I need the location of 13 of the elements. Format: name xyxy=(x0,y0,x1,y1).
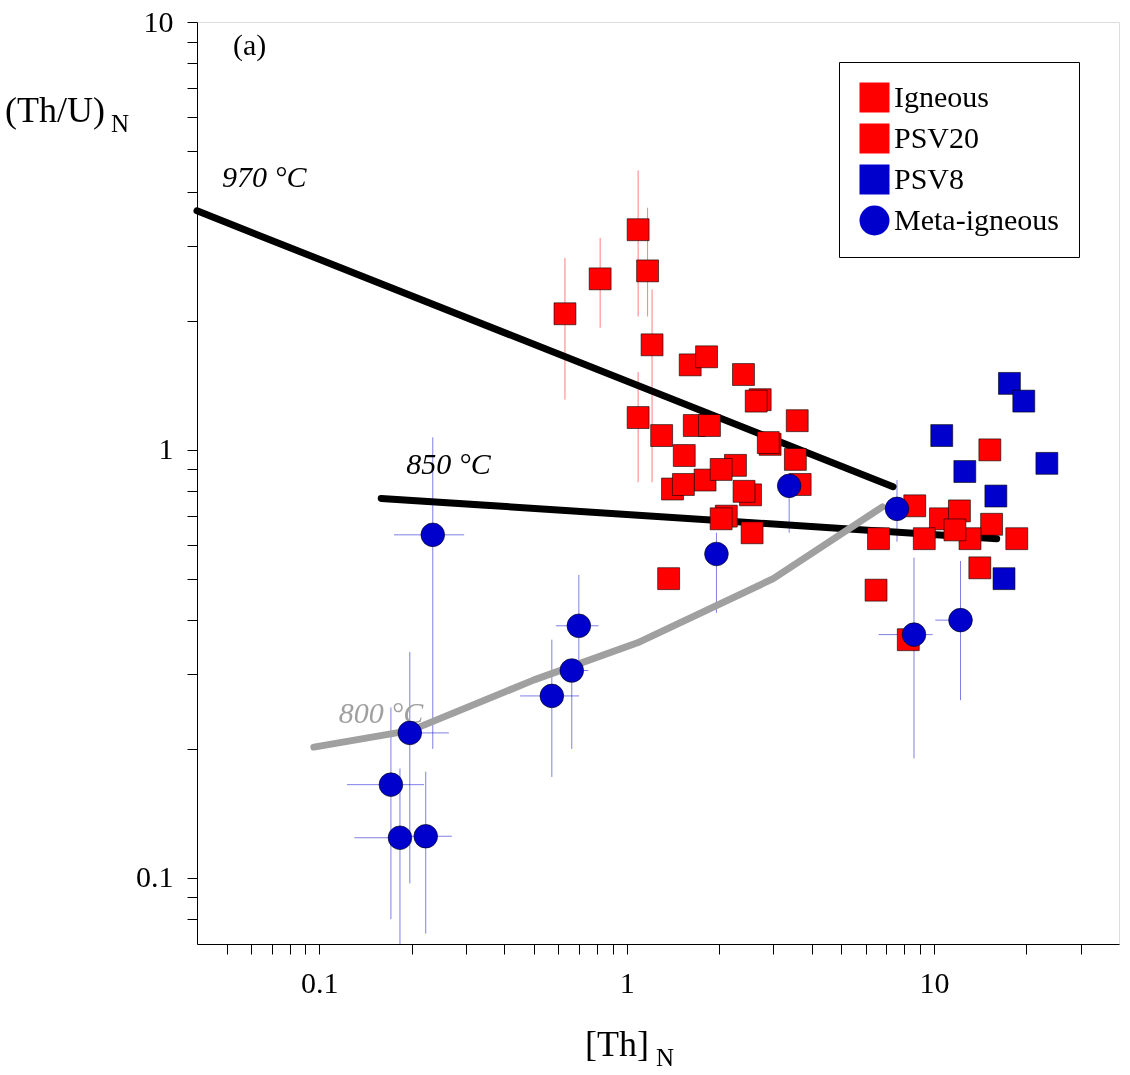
y-tick-label: 0.1 xyxy=(136,860,174,894)
series-label: 970 °C xyxy=(222,159,308,193)
y-tick-label: 10 xyxy=(143,4,174,38)
y-tick-label: 1 xyxy=(158,432,174,466)
legend-label: PSV20 xyxy=(894,120,980,154)
legend-label: Meta-igneous xyxy=(894,202,1059,236)
legend-label: Igneous xyxy=(894,79,989,113)
annotation: (a) xyxy=(233,28,267,62)
legend-label: PSV8 xyxy=(894,161,965,195)
series-label: 850 °C xyxy=(406,447,492,481)
x-tick-label: 10 xyxy=(919,965,950,999)
x-tick-label: 0.1 xyxy=(301,965,339,999)
x-tick-label: 1 xyxy=(619,965,635,999)
